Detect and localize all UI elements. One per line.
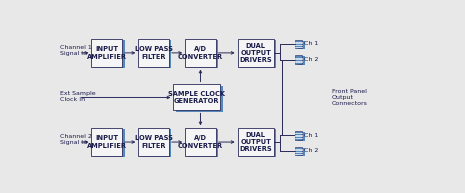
Text: SAMPLE CLOCK
GENERATOR: SAMPLE CLOCK GENERATOR	[168, 91, 226, 104]
Bar	[94, 40, 125, 68]
Text: A/D
CONVERTER: A/D CONVERTER	[178, 46, 223, 59]
Text: Ext Sample
Clock In: Ext Sample Clock In	[60, 91, 95, 102]
Text: Ch 1: Ch 1	[304, 41, 318, 47]
Bar	[173, 85, 220, 110]
Bar	[298, 41, 305, 49]
Bar	[176, 85, 223, 112]
Text: INPUT
AMPLIFIER: INPUT AMPLIFIER	[87, 135, 127, 149]
Bar	[138, 128, 169, 156]
Bar	[295, 147, 302, 155]
Bar	[295, 55, 302, 64]
Text: INPUT
AMPLIFIER: INPUT AMPLIFIER	[87, 46, 127, 59]
Bar	[141, 40, 172, 68]
Bar	[188, 129, 218, 157]
Bar	[138, 39, 169, 67]
Bar	[298, 148, 305, 156]
Bar	[295, 40, 302, 48]
Bar	[240, 40, 276, 68]
Text: Channel 1
Signal In: Channel 1 Signal In	[60, 45, 92, 56]
Bar	[185, 128, 216, 156]
Bar	[92, 39, 122, 67]
Bar	[295, 131, 302, 140]
Text: A/D
CONVERTER: A/D CONVERTER	[178, 135, 223, 149]
Text: LOW PASS
FILTER: LOW PASS FILTER	[135, 135, 173, 149]
Text: Ch 1: Ch 1	[304, 133, 318, 138]
Text: DUAL
OUTPUT
DRIVERS: DUAL OUTPUT DRIVERS	[239, 132, 272, 152]
Bar	[238, 39, 273, 67]
Bar	[298, 56, 305, 65]
Bar	[298, 132, 305, 141]
Bar	[92, 128, 122, 156]
Text: Ch 2: Ch 2	[304, 57, 318, 62]
Text: DUAL
OUTPUT
DRIVERS: DUAL OUTPUT DRIVERS	[239, 43, 272, 63]
Bar	[141, 129, 172, 157]
Text: Ch 2: Ch 2	[304, 148, 318, 153]
Text: Channel 2
Signal In: Channel 2 Signal In	[60, 134, 92, 145]
Text: LOW PASS
FILTER: LOW PASS FILTER	[135, 46, 173, 59]
Bar	[240, 129, 276, 157]
Bar	[94, 129, 125, 157]
Bar	[188, 40, 218, 68]
Text: Front Panel
Output
Connectors: Front Panel Output Connectors	[332, 89, 368, 106]
Bar	[238, 128, 273, 156]
Bar	[185, 39, 216, 67]
